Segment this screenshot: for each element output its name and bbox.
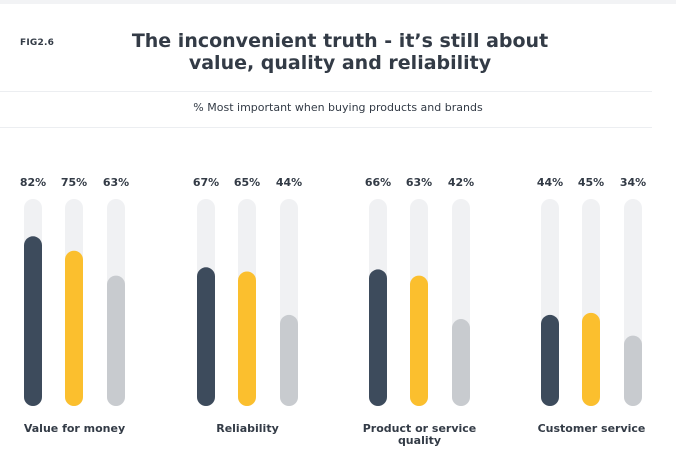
- bar-1-1: [238, 271, 256, 406]
- category-label-1: Reliability: [216, 422, 279, 435]
- category-label-2-line-1: quality: [398, 434, 441, 447]
- bar-3-2: [624, 335, 642, 406]
- bar-0-1: [65, 250, 83, 406]
- divider-bottom: [0, 127, 652, 128]
- category-label-0: Value for money: [24, 422, 125, 435]
- bar-0-0: [24, 236, 42, 406]
- bar-1-0: [197, 267, 215, 406]
- data-label-2-2: 42%: [448, 176, 474, 189]
- data-label-3-1: 45%: [578, 176, 604, 189]
- bar-3-1: [582, 312, 600, 406]
- category-label-3: Customer service: [538, 422, 646, 435]
- data-label-1-2: 44%: [276, 176, 302, 189]
- bar-2-1: [410, 275, 428, 406]
- bar-1-2: [280, 314, 298, 406]
- category-label-2: Product or service: [363, 422, 477, 435]
- data-label-2-0: 66%: [365, 176, 391, 189]
- bar-2-0: [369, 269, 387, 406]
- divider-top: [0, 91, 652, 92]
- top-bar: [0, 0, 676, 4]
- bar-0-2: [107, 275, 125, 406]
- data-label-1-0: 67%: [193, 176, 219, 189]
- figure-label: FIG2.6: [20, 38, 55, 48]
- data-label-3-0: 44%: [537, 176, 563, 189]
- data-label-0-2: 63%: [103, 176, 129, 189]
- data-label-2-1: 63%: [406, 176, 432, 189]
- data-label-1-1: 65%: [234, 176, 260, 189]
- bar-3-0: [541, 314, 559, 406]
- chart-subtitle: % Most important when buying products an…: [193, 101, 483, 114]
- bar-2-2: [452, 319, 470, 406]
- data-label-0-0: 82%: [20, 176, 46, 189]
- data-label-3-2: 34%: [620, 176, 646, 189]
- chart-title-line-1: The inconvenient truth - it’s still abou…: [131, 30, 549, 52]
- chart-title: The inconvenient truth - it’s still abou…: [110, 30, 570, 74]
- chart-title-line-2: value, quality and reliability: [188, 52, 492, 74]
- data-label-0-1: 75%: [61, 176, 87, 189]
